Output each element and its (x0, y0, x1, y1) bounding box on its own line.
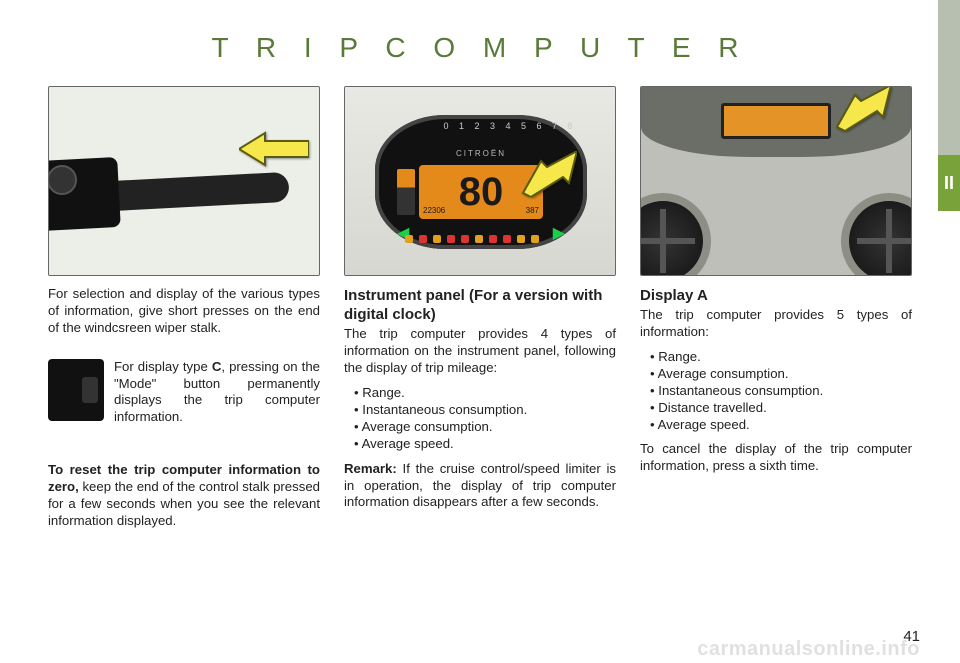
remark-label: Remark: (344, 461, 397, 476)
page-title: T R I P C O M P U T E R (0, 32, 960, 64)
list-item: Instantaneous consumption. (650, 383, 912, 400)
tach-numbers: 0 1 2 3 4 5 6 7 8 (435, 121, 585, 151)
col2-intro: The trip computer provides 4 types of in… (344, 326, 616, 377)
col3-body: Display A The trip computer provides 5 t… (640, 286, 912, 483)
watermark: carmanualsonline.info (697, 638, 920, 661)
warning-lamp-icon (461, 235, 469, 243)
col2-body: Instrument panel (For a version with dig… (344, 286, 616, 519)
list-item: Distance travelled. (650, 400, 912, 417)
columns: For selection and display of the various… (48, 86, 912, 538)
tab-rest (938, 211, 960, 663)
col2-list: Range.Instantaneous consumption.Average … (354, 385, 616, 453)
warning-lamp-icon (475, 235, 483, 243)
reset-paragraph: To reset the trip computer information t… (48, 462, 320, 530)
list-item: Average speed. (650, 417, 912, 434)
warning-lamp-icon (503, 235, 511, 243)
tab-gray (938, 0, 960, 155)
mode-row: For display type C, pressing on the "Mod… (48, 359, 320, 435)
list-item: Instantaneous consumption. (354, 402, 616, 419)
mode-text: For display type C, pressing on the "Mod… (114, 359, 320, 427)
warning-lamp-icon (489, 235, 497, 243)
mode-letter: C (212, 359, 222, 374)
warning-lamp-icon (531, 235, 539, 243)
mode-prefix: For display type (114, 359, 212, 374)
display-a-screen (721, 103, 831, 139)
reset-text: keep the end of the control stalk presse… (48, 479, 320, 528)
list-item: Range. (650, 349, 912, 366)
column-1: For selection and display of the various… (48, 86, 320, 538)
lcd-odo-left: 22306 (423, 206, 445, 215)
list-item: Average consumption. (354, 419, 616, 436)
col2-heading: Instrument panel (For a version with dig… (344, 286, 616, 324)
lcd-speed: 80 (459, 170, 504, 215)
warning-lamp-icon (419, 235, 427, 243)
stalk-button (48, 165, 77, 195)
col1-intro: For selection and display of the various… (48, 286, 320, 337)
tab-section-label: II (944, 173, 954, 194)
col1-body: For selection and display of the various… (48, 286, 320, 538)
arrow-icon (519, 151, 577, 197)
warning-lamp-icon (517, 235, 525, 243)
column-3: Display A The trip computer provides 5 t… (640, 86, 912, 538)
image-instrument-panel: 0 1 2 3 4 5 6 7 8 CITROËN 80 22306 387 ◀… (344, 86, 616, 276)
image-mode-button (48, 359, 104, 421)
image-wiper-stalk (48, 86, 320, 276)
tab-section-2: II (938, 155, 960, 211)
arrow-icon (833, 86, 891, 131)
list-item: Range. (354, 385, 616, 402)
fuel-gauge (397, 169, 415, 215)
col3-cancel: To cancel the display of the trip comput… (640, 441, 912, 475)
warning-lamp-icon (405, 235, 413, 243)
image-display-a (640, 86, 912, 276)
lcd-odo-right: 387 (526, 206, 539, 215)
arrow-icon (239, 129, 309, 169)
warning-row (405, 235, 555, 245)
warning-lamp-icon (447, 235, 455, 243)
section-tabs: II (938, 0, 960, 663)
col3-heading: Display A (640, 286, 912, 305)
col3-intro: The trip computer provides 5 types of in… (640, 307, 912, 341)
list-item: Average consumption. (650, 366, 912, 383)
col2-remark: Remark: If the cruise control/speed limi… (344, 461, 616, 512)
manual-page: T R I P C O M P U T E R II For selection… (0, 0, 960, 663)
column-2: 0 1 2 3 4 5 6 7 8 CITROËN 80 22306 387 ◀… (344, 86, 616, 538)
col3-list: Range.Average consumption.Instantaneous … (650, 349, 912, 433)
list-item: Average speed. (354, 436, 616, 453)
warning-lamp-icon (433, 235, 441, 243)
